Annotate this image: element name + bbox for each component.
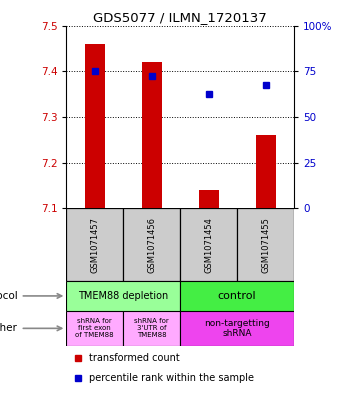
Text: GSM1071454: GSM1071454	[204, 217, 213, 273]
Text: shRNA for
first exon
of TMEM88: shRNA for first exon of TMEM88	[75, 318, 114, 338]
Bar	[180, 311, 294, 346]
Bar	[66, 208, 123, 281]
Text: percentile rank within the sample: percentile rank within the sample	[89, 373, 254, 384]
Text: GSM1071457: GSM1071457	[90, 217, 99, 273]
Bar	[256, 135, 276, 208]
Text: shRNA for
3'UTR of
TMEM88: shRNA for 3'UTR of TMEM88	[134, 318, 169, 338]
Bar	[85, 44, 105, 208]
Text: other: other	[0, 323, 62, 333]
Text: non-targetting
shRNA: non-targetting shRNA	[204, 319, 270, 338]
Text: transformed count: transformed count	[89, 353, 180, 364]
Bar	[142, 62, 162, 208]
Bar	[123, 208, 180, 281]
Bar	[180, 208, 237, 281]
Text: protocol: protocol	[0, 291, 62, 301]
Text: TMEM88 depletion: TMEM88 depletion	[78, 291, 168, 301]
Bar	[66, 311, 123, 346]
Text: control: control	[218, 291, 256, 301]
Bar	[237, 208, 294, 281]
Bar	[180, 281, 294, 311]
Title: GDS5077 / ILMN_1720137: GDS5077 / ILMN_1720137	[93, 11, 267, 24]
Bar	[199, 190, 219, 208]
Text: GSM1071456: GSM1071456	[147, 217, 156, 273]
Bar	[123, 311, 180, 346]
Text: GSM1071455: GSM1071455	[261, 217, 270, 273]
Bar	[66, 281, 180, 311]
